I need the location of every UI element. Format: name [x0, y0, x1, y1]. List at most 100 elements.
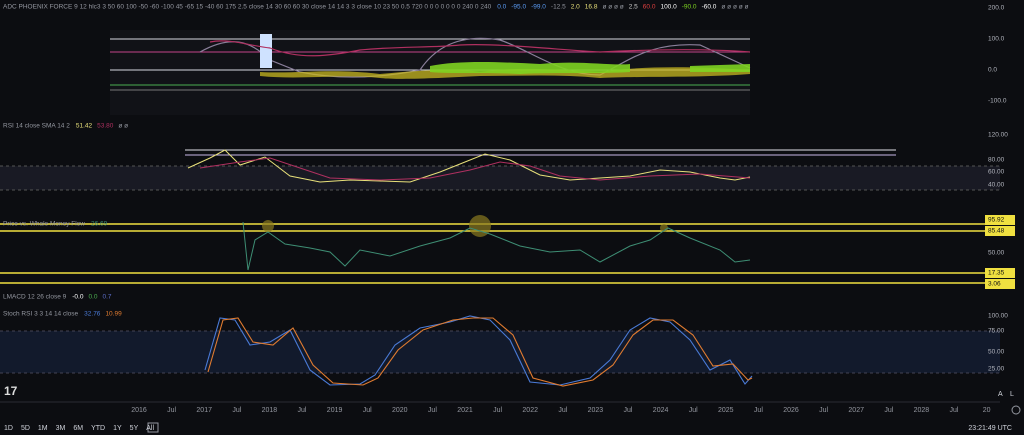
stoch-d-line	[207, 317, 753, 387]
logo: 17	[4, 384, 18, 398]
time-label: 20	[983, 407, 991, 414]
axis-label: 100.0	[988, 36, 1005, 43]
pane-value: 0.0	[497, 4, 506, 11]
pane-value: 51.42	[76, 123, 93, 130]
range-button[interactable]: 6M	[73, 425, 83, 432]
axis-label: 50.00	[988, 349, 1005, 356]
momentum-line	[209, 40, 751, 57]
pane-value: -90.0	[682, 4, 697, 11]
time-label: 2021	[457, 407, 473, 414]
axis-label: 100.00	[988, 313, 1008, 320]
pane-value: ø ø ø ø	[602, 4, 623, 11]
axis-label: 25.00	[988, 366, 1005, 373]
time-label: Jul	[689, 407, 698, 414]
pane-value: 10.99	[105, 311, 122, 318]
range-button[interactable]: 3M	[56, 425, 66, 432]
stoch-band	[0, 331, 1000, 373]
pane-value: -0.0	[72, 294, 84, 301]
pane-value: ø ø	[118, 123, 128, 130]
pane-value: 32.76	[84, 311, 101, 318]
range-button[interactable]: 1M	[38, 425, 48, 432]
rsi-sma-line	[199, 157, 751, 181]
signal-bar	[260, 34, 272, 68]
price-label-box	[985, 226, 1015, 236]
pane-value: 53.80	[97, 123, 114, 130]
pane-value: -95.0	[511, 4, 526, 11]
time-label: Jul	[167, 407, 176, 414]
time-label: Jul	[298, 407, 307, 414]
time-label: Jul	[363, 407, 372, 414]
pane-value: 0.0	[88, 294, 97, 301]
time-label: 2028	[914, 407, 930, 414]
axis-label: 17.35	[988, 270, 1005, 277]
green-area	[430, 62, 630, 74]
pane-value: 2.0	[571, 4, 580, 11]
pane-header: LMACD 12 26 close 9	[3, 294, 67, 301]
time-label: 2020	[392, 407, 408, 414]
time-label: 2023	[588, 407, 604, 414]
time-label: Jul	[493, 407, 502, 414]
pane-header: Stoch RSI 3 3 14 14 close	[3, 311, 79, 318]
money-flow-line	[242, 221, 751, 271]
range-button[interactable]: All	[146, 425, 154, 432]
pane-header: RSI 14 close SMA 14 2	[3, 123, 70, 130]
pane-value: 16.8	[585, 4, 598, 11]
axis-label: 0.0	[988, 67, 997, 74]
signal-circle	[262, 220, 274, 232]
price-label-box	[985, 215, 1015, 225]
pane-value: -99.0	[531, 4, 546, 11]
pane-value: 0.7	[102, 294, 111, 301]
scale-button[interactable]: L	[1010, 391, 1014, 398]
time-label: Jul	[950, 407, 959, 414]
axis-label: 50.00	[988, 250, 1005, 257]
dynamic-layer: ADC PHOENIX FORCE 9 12 hlc3 3 50 60 100 …	[3, 4, 1015, 432]
axis-label: 120.00	[988, 132, 1008, 139]
time-label: Jul	[624, 407, 633, 414]
price-label-box	[985, 279, 1015, 289]
time-label: 2018	[262, 407, 278, 414]
pane-value: 2.5	[629, 4, 638, 11]
calendar-icon	[147, 422, 159, 433]
pane-value: ø ø ø ø ø	[721, 4, 748, 11]
axis-label: 200.0	[988, 5, 1005, 12]
time-label: Jul	[884, 407, 893, 414]
axis-label: 40.00	[988, 182, 1005, 189]
time-label: Jul	[819, 407, 828, 414]
axis-label: 95.92	[988, 217, 1005, 224]
axis-label: -100.0	[988, 98, 1007, 105]
pane-header: Price vs. Whale Money Flow	[3, 221, 85, 228]
pane-value: 60.0	[643, 4, 656, 11]
range-button[interactable]: 5D	[21, 425, 30, 432]
price-label-box	[985, 268, 1015, 278]
time-label: 2026	[783, 407, 799, 414]
pane-value: 26.69	[91, 221, 108, 228]
signal-circle	[469, 215, 491, 237]
pane-value: -12.5	[551, 4, 566, 11]
axis-label: 80.00	[988, 157, 1005, 164]
range-button[interactable]: 1D	[4, 425, 13, 432]
time-label: Jul	[558, 407, 567, 414]
time-label: 2016	[131, 407, 147, 414]
settings-icon[interactable]	[1011, 405, 1021, 415]
time-label: 2024	[653, 407, 669, 414]
pane-value: -60.0	[702, 4, 717, 11]
time-label: 2019	[327, 407, 343, 414]
time-label: 2017	[196, 407, 212, 414]
axis-label: 60.00	[988, 169, 1005, 176]
rsi-band	[0, 166, 1000, 190]
pane-value: 100.0	[660, 4, 677, 11]
scale-button[interactable]: A	[998, 391, 1003, 398]
clock: 23:21:49 UTC	[968, 425, 1012, 432]
signal-circle	[660, 224, 668, 232]
axis-label: 75.00	[988, 328, 1005, 335]
range-button[interactable]: 5Y	[130, 425, 139, 432]
range-button[interactable]: YTD	[91, 425, 105, 432]
pane-header: ADC PHOENIX FORCE 9 12 hlc3 3 50 60 100 …	[3, 4, 492, 11]
time-label: 2022	[522, 407, 538, 414]
green-area	[690, 64, 750, 72]
time-label: 2027	[848, 407, 864, 414]
range-button[interactable]: 1Y	[113, 425, 122, 432]
axis-label: 3.06	[988, 281, 1001, 288]
time-label: Jul	[754, 407, 763, 414]
time-label: 2025	[718, 407, 734, 414]
